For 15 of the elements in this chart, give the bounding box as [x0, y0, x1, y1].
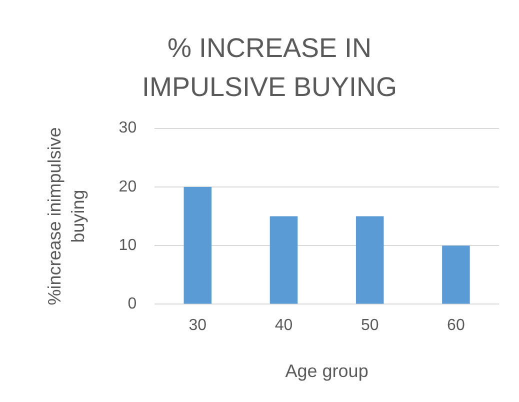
bar: [184, 186, 212, 304]
y-tick-label: 30: [118, 120, 137, 137]
y-axis-title: %increase inimpulsive buying: [44, 127, 88, 306]
x-tick-label: 60: [447, 317, 465, 334]
x-axis-title: Age group: [285, 361, 368, 382]
x-tick-label: 30: [188, 317, 207, 334]
y-tick-label: 0: [128, 296, 137, 313]
x-tick-label: 50: [360, 317, 379, 334]
y-tick-label: 20: [118, 178, 137, 196]
y-tick-label: 10: [118, 236, 137, 254]
bar: [442, 246, 470, 304]
x-tick-label: 40: [274, 317, 293, 334]
bar: [270, 216, 298, 304]
bar: [356, 216, 384, 304]
chart-title: % INCREASE IN IMPULSIVE BUYING: [142, 33, 398, 102]
